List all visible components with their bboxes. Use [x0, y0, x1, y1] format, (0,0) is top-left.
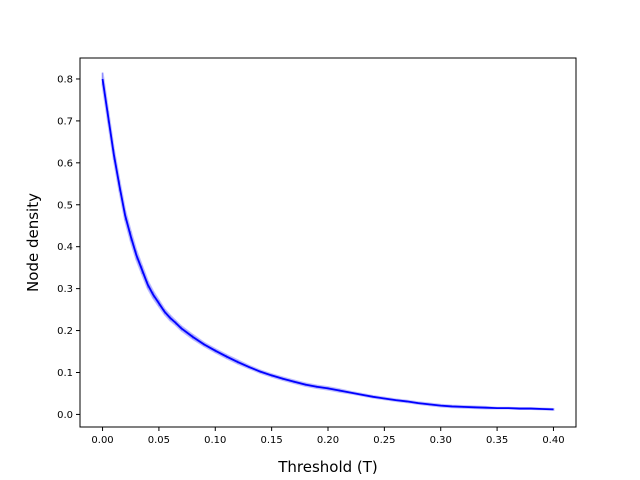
x-tick-label: 0.00	[91, 435, 113, 446]
y-tick-label: 0.6	[57, 158, 73, 169]
x-tick-label: 0.25	[373, 435, 395, 446]
y-tick-label: 0.8	[57, 74, 73, 85]
error-band	[101, 72, 555, 411]
y-tick-label: 0.7	[57, 116, 73, 127]
x-tick-label: 0.15	[261, 435, 283, 446]
y-tick-label: 0.4	[57, 242, 73, 253]
x-tick-label: 0.20	[317, 435, 339, 446]
y-tick-label: 0.0	[57, 410, 73, 421]
y-tick-label: 0.5	[57, 200, 73, 211]
plot-area	[101, 72, 555, 411]
x-axis-ticks: 0.00 0.05 0.10 0.15 0.20 0.25 0.30 0.35 0.40	[91, 427, 565, 446]
x-tick-label: 0.30	[430, 435, 452, 446]
y-axis-ticks: 0.0 0.1 0.2 0.3 0.4 0.5 0.6 0.7 0.8	[57, 74, 80, 421]
x-tick-label: 0.10	[204, 435, 226, 446]
y-tick-label: 0.2	[57, 326, 73, 337]
x-axis-label: Threshold (T)	[277, 458, 378, 476]
y-tick-label: 0.3	[57, 284, 73, 295]
series-line	[101, 78, 554, 411]
x-tick-label: 0.35	[486, 435, 508, 446]
y-tick-label: 0.1	[57, 368, 73, 379]
y-axis-label: Node density	[24, 193, 42, 292]
x-tick-label: 0.40	[542, 435, 564, 446]
x-tick-label: 0.05	[148, 435, 170, 446]
axes-frame	[79, 57, 577, 428]
